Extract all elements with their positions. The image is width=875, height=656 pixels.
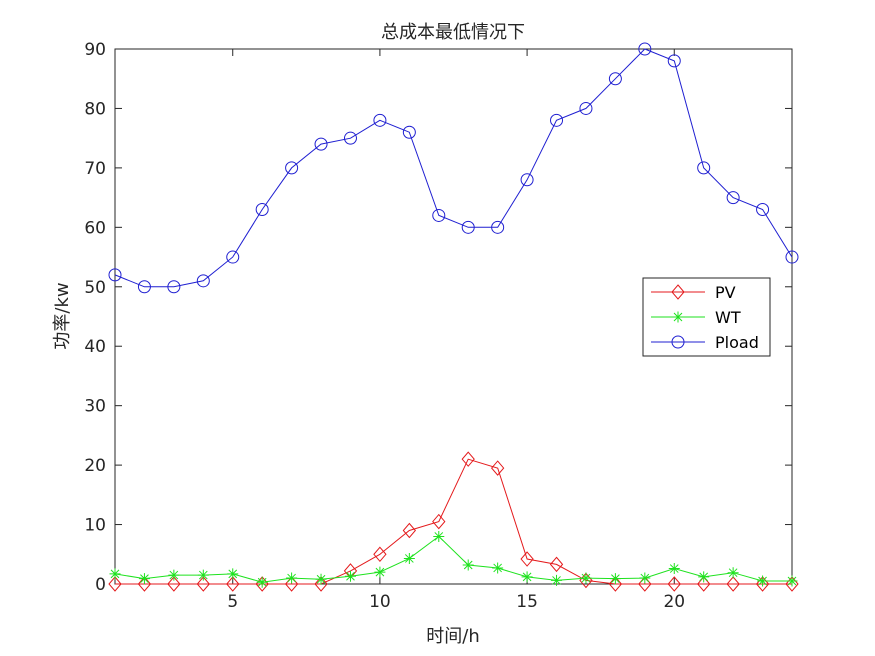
data-point-wt (168, 569, 180, 581)
plot-area (114, 48, 793, 585)
data-point-pload (137, 280, 151, 294)
data-point-pv (461, 451, 475, 467)
data-point-wt (433, 530, 445, 542)
data-point-wt (462, 559, 474, 571)
data-point-pload (550, 113, 564, 127)
data-point-pload (285, 161, 299, 175)
y-tick-label: 10 (84, 516, 106, 536)
data-point-pload (667, 54, 681, 68)
legend-label-wt: WT (715, 308, 741, 327)
data-point-wt (286, 572, 298, 584)
x-tick-label: 10 (369, 592, 391, 612)
data-point-pload (373, 113, 387, 127)
series-pload (108, 42, 799, 294)
data-point-pload (491, 220, 505, 234)
legend-marker-pv (671, 284, 685, 300)
data-point-pv (226, 576, 240, 592)
legend: PV WT Pload (642, 277, 771, 357)
legend-marker-pload (671, 335, 685, 349)
data-point-pload (108, 268, 122, 282)
data-point-pv (520, 551, 534, 567)
data-point-wt (197, 569, 209, 581)
data-point-pload (167, 280, 181, 294)
x-tick-label: 20 (663, 592, 685, 612)
data-point-pv (167, 576, 181, 592)
data-point-pload (520, 173, 534, 187)
data-point-pv (549, 556, 564, 573)
y-tick-label: 40 (84, 337, 106, 357)
data-point-pload (461, 220, 475, 234)
data-point-pv (726, 576, 740, 592)
data-point-pload (432, 208, 446, 222)
data-point-pload (255, 203, 269, 216)
data-point-pload (785, 250, 799, 264)
y-tick-label: 60 (84, 218, 106, 238)
data-point-pv (785, 576, 799, 592)
data-point-wt (698, 571, 710, 583)
data-point-pv (108, 576, 122, 592)
data-point-pv (490, 460, 505, 476)
legend-label-pv: PV (715, 283, 736, 302)
data-point-pload (608, 72, 622, 86)
data-point-pload (638, 42, 652, 56)
data-point-pv (373, 546, 387, 563)
data-point-wt (639, 572, 651, 584)
chart-title: 总成本最低情况下 (381, 22, 525, 43)
data-point-wt (580, 572, 592, 584)
data-point-pv (755, 576, 770, 592)
data-point-pv (667, 576, 681, 592)
data-point-pload (579, 101, 593, 115)
data-point-wt (786, 575, 798, 587)
legend-marker-wt (672, 311, 684, 323)
data-point-pload (697, 161, 711, 175)
data-point-pload (726, 191, 740, 205)
data-point-pv (608, 576, 623, 592)
y-tick-label: 0 (95, 575, 106, 595)
y-tick-label: 80 (84, 99, 106, 119)
data-point-wt (668, 563, 680, 575)
data-point-wt (315, 573, 327, 585)
x-axis-title: 时间/h (426, 626, 479, 647)
series-line-pv (115, 458, 792, 585)
data-point-pload (343, 131, 357, 145)
data-point-pv (432, 513, 446, 530)
data-point-wt (374, 566, 386, 578)
data-point-wt (109, 568, 121, 580)
data-point-wt (757, 575, 769, 587)
data-point-wt (551, 574, 563, 586)
data-point-wt (492, 562, 504, 574)
data-point-wt (521, 571, 533, 583)
data-point-wt (138, 573, 150, 585)
legend-label-pload: Pload (715, 333, 759, 352)
y-tick-label: 20 (84, 456, 106, 476)
data-point-pload (314, 137, 328, 151)
y-tick-label: 30 (84, 397, 106, 417)
data-point-pv (402, 522, 417, 539)
series-wt (109, 530, 798, 588)
y-tick-label: 90 (84, 40, 106, 60)
data-point-wt (227, 568, 239, 580)
data-point-pload (196, 274, 210, 288)
x-tick-label: 15 (516, 592, 538, 612)
y-axis-title: 功率/kw (52, 282, 73, 349)
data-point-pload (226, 250, 240, 264)
data-point-pload (402, 125, 416, 139)
data-point-wt (344, 570, 356, 582)
data-point-pv (137, 576, 152, 592)
data-point-wt (256, 576, 268, 588)
data-point-pload (756, 203, 770, 216)
x-tick-label: 5 (227, 592, 238, 612)
y-tick-label: 70 (84, 159, 106, 179)
data-point-wt (609, 573, 621, 585)
data-point-pv (697, 576, 711, 592)
data-point-wt (403, 552, 415, 564)
data-point-pv (314, 576, 328, 592)
data-point-wt (727, 567, 739, 579)
axis-ticks: 5 10 15 20 0 10 20 30 40 50 60 70 80 90 (84, 40, 792, 612)
y-tick-label: 50 (84, 278, 106, 298)
series-layer (108, 42, 799, 592)
data-point-pv (196, 576, 210, 592)
